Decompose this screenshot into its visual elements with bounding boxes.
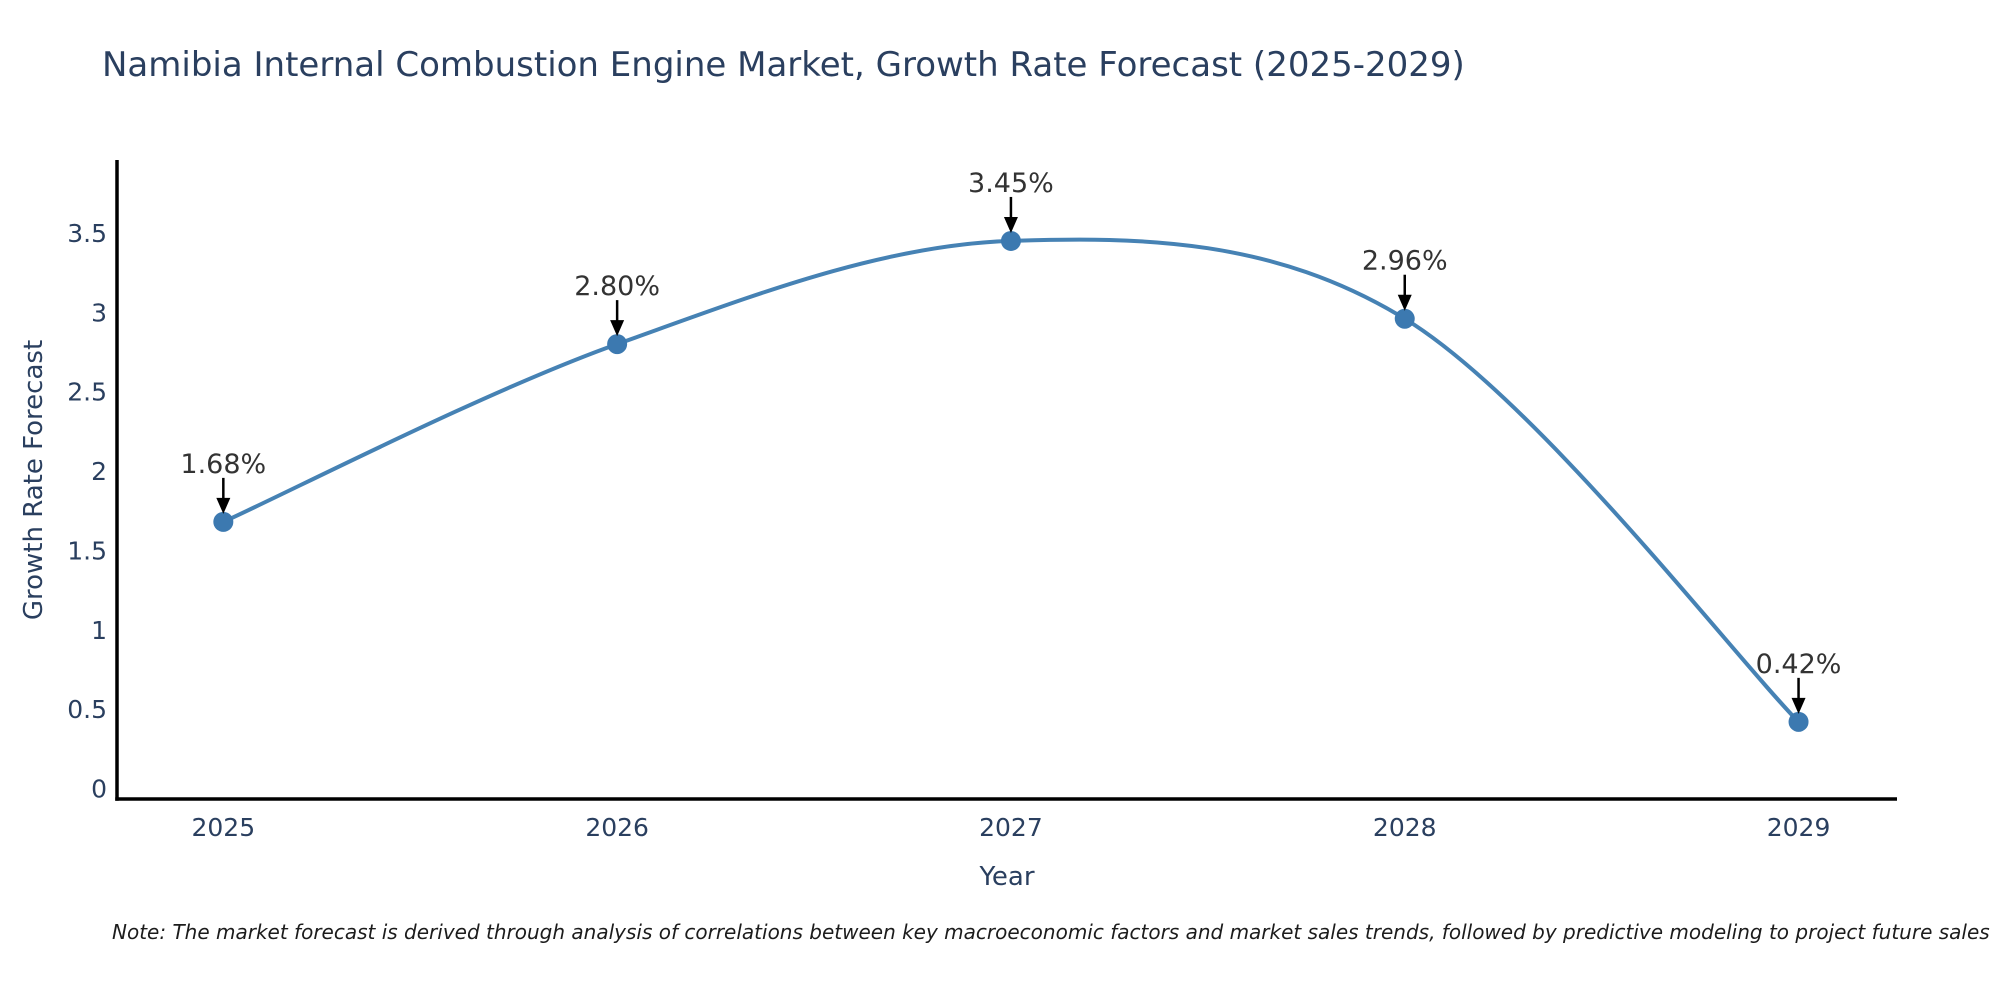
annotation-arrow-head — [610, 320, 625, 337]
data-point-marker — [1394, 308, 1415, 329]
annotation-label: 0.42% — [1756, 649, 1842, 680]
annotation-arrow-head — [1003, 216, 1018, 233]
annotation-arrow-head — [1397, 294, 1412, 311]
y-tick-label: 2 — [91, 457, 107, 486]
y-tick-label: 3 — [91, 298, 107, 327]
annotation-label: 1.68% — [180, 449, 266, 480]
y-tick-label: 0 — [91, 775, 107, 804]
footnote: Note: The market forecast is derived thr… — [112, 920, 1990, 944]
annotation-label: 3.45% — [968, 168, 1054, 199]
x-tick-label: 2028 — [1373, 813, 1437, 842]
data-point-marker — [213, 511, 234, 532]
y-tick-label: 0.5 — [67, 695, 107, 724]
data-point-marker — [1000, 230, 1021, 251]
y-tick-label: 1 — [91, 616, 107, 645]
data-point-marker — [1788, 711, 1809, 732]
annotation-arrow-head — [216, 497, 231, 514]
data-point-marker — [607, 334, 628, 355]
x-axis-title: Year — [979, 862, 1035, 892]
annotation-label: 2.96% — [1362, 246, 1448, 277]
x-tick-label: 2029 — [1767, 813, 1831, 842]
x-tick-label: 2027 — [979, 813, 1043, 842]
y-tick-label: 1.5 — [67, 536, 107, 565]
chart-title: Namibia Internal Combustion Engine Marke… — [102, 45, 1465, 85]
x-tick-label: 2026 — [585, 813, 649, 842]
y-tick-label: 3.5 — [67, 219, 107, 248]
x-tick-label: 2025 — [192, 813, 256, 842]
y-axis-title: Growth Rate Forecast — [19, 339, 49, 621]
annotation-arrow-head — [1791, 697, 1806, 714]
annotation-label: 2.80% — [574, 271, 660, 302]
y-tick-label: 2.5 — [67, 378, 107, 407]
trend-line — [221, 237, 1801, 724]
